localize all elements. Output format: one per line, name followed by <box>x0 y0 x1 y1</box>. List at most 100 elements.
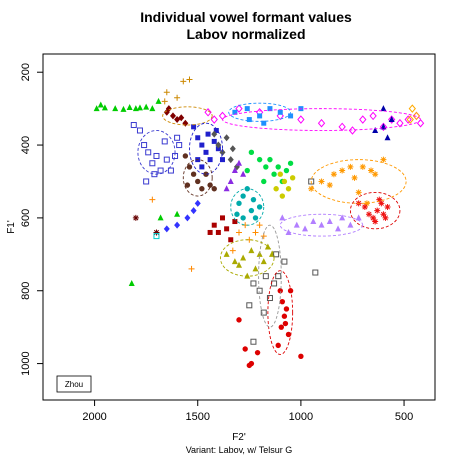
y-tick-label: 800 <box>20 282 32 300</box>
data-point <box>182 153 189 159</box>
data-point <box>207 229 213 235</box>
data-point <box>153 229 160 236</box>
data-point <box>271 171 277 177</box>
data-point <box>282 320 289 327</box>
data-point <box>153 152 160 159</box>
data-point <box>279 298 286 305</box>
data-point <box>384 203 391 210</box>
data-point <box>195 135 201 141</box>
data-point <box>278 324 284 330</box>
data-point <box>210 115 218 124</box>
data-point <box>372 126 379 133</box>
spread-ellipse <box>349 191 401 230</box>
data-point <box>277 171 283 177</box>
data-point <box>236 159 242 166</box>
data-point <box>219 215 225 221</box>
data-point <box>376 196 383 203</box>
data-point <box>308 178 315 185</box>
data-point <box>136 127 143 134</box>
data-point <box>384 134 391 141</box>
data-point <box>132 214 139 221</box>
data-point <box>240 193 246 199</box>
data-point <box>339 167 346 174</box>
data-point <box>236 200 242 207</box>
data-point <box>312 269 319 276</box>
y-tick-label: 200 <box>20 63 32 81</box>
data-point <box>161 98 168 105</box>
data-point <box>246 117 252 123</box>
data-point <box>163 89 170 96</box>
data-point <box>267 156 273 163</box>
spread-ellipse <box>230 188 265 226</box>
data-point <box>298 353 304 359</box>
data-point <box>380 156 387 163</box>
data-point <box>372 171 379 178</box>
data-point <box>186 76 193 83</box>
data-point <box>204 108 212 117</box>
data-point <box>283 306 290 312</box>
data-point <box>126 104 133 111</box>
data-point <box>101 104 108 111</box>
x-tick-label: 500 <box>395 411 413 423</box>
data-point <box>244 106 250 112</box>
data-point <box>227 177 234 184</box>
data-point <box>211 186 217 192</box>
data-point <box>174 94 181 101</box>
data-point <box>261 178 267 185</box>
spread-ellipse <box>279 213 364 237</box>
data-point <box>406 115 414 124</box>
data-point <box>279 214 286 221</box>
data-point <box>287 160 294 166</box>
data-point <box>310 218 317 225</box>
chart-subtitle: Labov normalized <box>186 26 305 42</box>
data-point <box>365 211 372 218</box>
data-point <box>283 167 290 174</box>
data-point <box>169 112 176 120</box>
data-point <box>195 178 201 185</box>
data-point <box>145 149 152 156</box>
data-point <box>155 97 162 104</box>
data-point <box>132 105 139 112</box>
y-axis: 200 400 600 800 1000 <box>20 63 43 376</box>
data-point <box>240 215 246 221</box>
data-point <box>370 214 377 221</box>
data-point <box>256 156 263 163</box>
x-tick-label: 1000 <box>289 411 313 423</box>
data-point <box>174 134 181 141</box>
data-point <box>252 265 259 272</box>
data-point <box>184 214 191 222</box>
data-point <box>163 156 170 163</box>
data-point <box>347 221 354 228</box>
data-point <box>231 258 238 265</box>
caption: Variant: Labov, w/ Telsur G <box>186 445 293 455</box>
spread-ellipse <box>228 102 292 122</box>
data-point <box>215 146 221 152</box>
data-point <box>188 265 195 272</box>
data-point <box>149 160 156 167</box>
spread-ellipse <box>267 270 294 355</box>
y-axis-label: F1' <box>6 220 17 234</box>
data-point <box>254 349 261 356</box>
y-tick-label: 600 <box>20 209 32 227</box>
data-point <box>248 149 255 156</box>
data-point <box>359 115 367 124</box>
data-point <box>153 233 160 240</box>
data-point <box>232 109 238 115</box>
data-point <box>143 178 150 185</box>
data-point <box>236 317 242 323</box>
data-point <box>149 196 156 203</box>
data-point <box>93 105 100 112</box>
data-point <box>281 313 288 319</box>
data-point <box>246 362 253 369</box>
data-point <box>157 214 164 221</box>
x-axis: 2000 1500 1000 500 <box>82 400 413 423</box>
data-point <box>236 261 242 268</box>
data-point <box>273 186 279 192</box>
data-point <box>223 185 230 192</box>
data-point <box>369 111 377 121</box>
data-point <box>112 105 119 112</box>
data-point <box>167 167 174 174</box>
data-point <box>317 118 326 128</box>
data-point <box>211 138 217 144</box>
data-point <box>262 273 269 280</box>
